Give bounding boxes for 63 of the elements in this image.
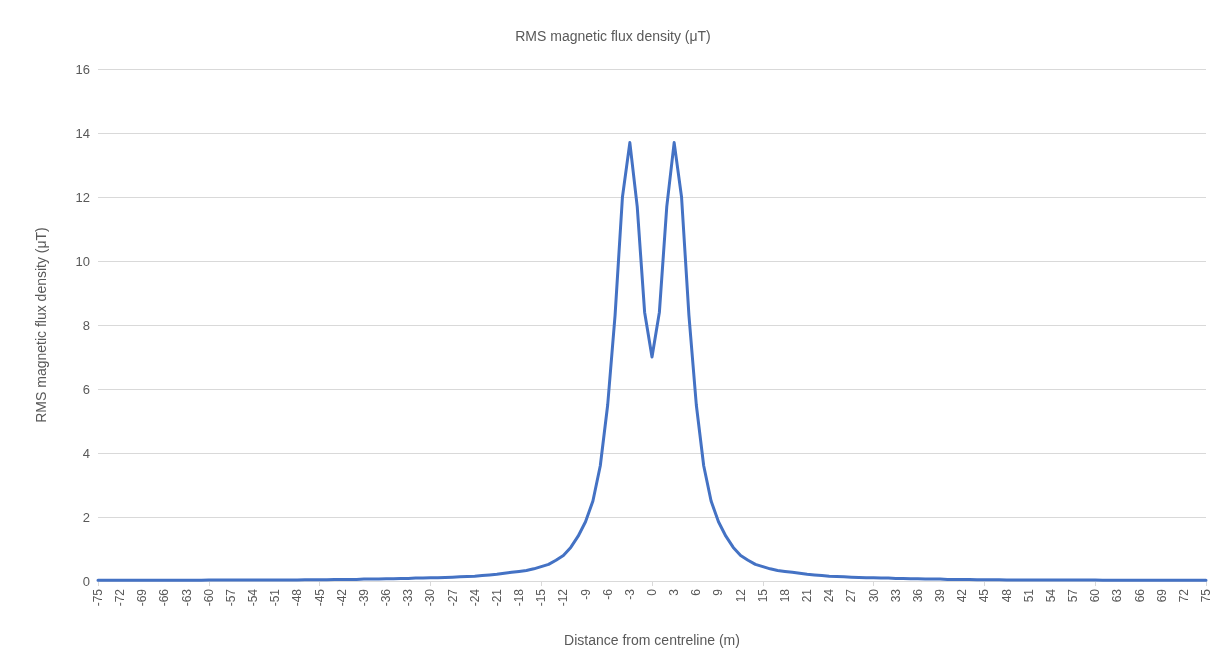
x-tick-label: -21 (489, 588, 504, 607)
x-tick-label: -33 (401, 588, 416, 607)
x-tick-label: -63 (179, 588, 194, 607)
y-tick-label: 8 (82, 317, 90, 333)
x-tick-label: -45 (312, 588, 327, 607)
x-tick-label: -24 (467, 588, 482, 607)
x-tick-label: -60 (201, 588, 216, 607)
y-tick-label: 14 (75, 125, 90, 141)
x-tick-label: 36 (910, 588, 925, 603)
x-tick-label: 33 (888, 588, 903, 603)
y-axis-title: RMS magnetic flux density (μT) (33, 227, 49, 423)
x-tick-label: 42 (955, 588, 970, 603)
y-tick-label: 6 (82, 381, 90, 397)
chart-title: RMS magnetic flux density (μT) (515, 28, 711, 44)
x-tick-label: 18 (777, 588, 792, 603)
x-tick-label: 51 (1021, 588, 1036, 603)
x-tick-label: 0 (645, 588, 659, 596)
x-tick-label: 9 (711, 588, 726, 596)
x-tick-label: 75 (1199, 588, 1213, 603)
x-tick-label: 69 (1154, 588, 1169, 603)
x-tick-label: -15 (534, 588, 549, 607)
x-tick-label: 45 (977, 588, 992, 603)
x-tick-label: 6 (689, 588, 704, 596)
x-tick-label: 63 (1110, 588, 1125, 603)
x-tick-label: 60 (1088, 588, 1103, 603)
y-tick-label: 16 (75, 61, 90, 77)
x-tick-label: -75 (91, 588, 105, 607)
x-tick-label: -42 (334, 588, 349, 607)
x-tick-label: 39 (933, 588, 948, 603)
y-tick-label: 12 (75, 189, 90, 205)
x-tick-label: 54 (1043, 588, 1058, 603)
x-tick-label: 27 (844, 588, 859, 603)
x-tick-label: -57 (223, 588, 238, 607)
x-tick-label: -72 (113, 588, 128, 607)
x-tick-label: 24 (822, 588, 837, 603)
x-tick-label: -9 (578, 588, 593, 600)
x-tick-label: 12 (733, 588, 748, 603)
x-tick-label: -69 (135, 588, 150, 607)
x-tick-label: 72 (1176, 588, 1191, 603)
x-axis-title: Distance from centreline (m) (564, 632, 740, 648)
y-tick-label: 10 (75, 253, 90, 269)
x-tick-label: -12 (556, 588, 571, 607)
x-tick-label: 57 (1066, 588, 1081, 603)
x-tick-label: 15 (755, 588, 770, 603)
x-tick-label: 3 (667, 588, 682, 596)
x-tick-label: -39 (356, 588, 371, 607)
x-tick-label: -18 (512, 588, 527, 607)
x-tick-label: 30 (866, 588, 881, 603)
line-series (96, 141, 1208, 582)
x-tick-label: -30 (423, 588, 438, 607)
x-tick-label: -51 (268, 588, 283, 607)
x-tick-label: 21 (800, 588, 815, 603)
y-tick-label: 2 (82, 509, 90, 525)
x-tick-label: -54 (246, 588, 261, 607)
x-tick-label: -36 (379, 588, 394, 607)
x-tick-label: -27 (445, 588, 460, 607)
x-tick-label: 66 (1132, 588, 1147, 603)
x-tick-label: -3 (622, 588, 637, 600)
y-tick-label: 4 (82, 445, 90, 461)
x-tick-label: 48 (999, 588, 1014, 603)
x-tick-label: -66 (157, 588, 172, 607)
x-tick-label: -6 (600, 588, 615, 600)
x-tick-label: -48 (290, 588, 305, 607)
